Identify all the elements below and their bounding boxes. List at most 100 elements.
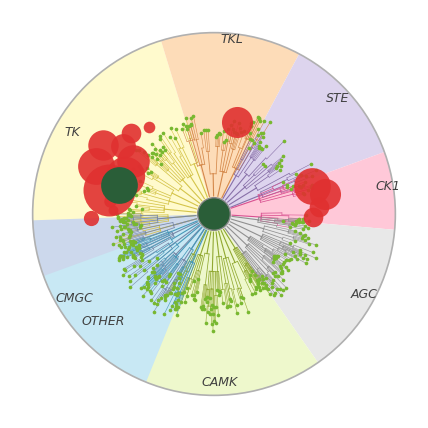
Point — [146, 257, 152, 264]
Point — [128, 228, 135, 235]
Point — [289, 249, 296, 256]
Point — [248, 290, 255, 297]
Point — [187, 122, 194, 129]
Point — [271, 290, 278, 297]
Point — [146, 288, 153, 294]
Point — [256, 286, 263, 293]
Point — [270, 270, 276, 276]
Point — [233, 309, 240, 316]
Point — [313, 167, 320, 174]
Point — [130, 238, 137, 244]
Point — [241, 128, 248, 134]
Point — [299, 232, 306, 239]
Point — [172, 301, 179, 308]
Point — [191, 277, 198, 284]
Point — [171, 306, 178, 313]
Point — [144, 184, 151, 191]
Point — [262, 274, 269, 281]
Point — [305, 235, 312, 242]
Point — [114, 211, 121, 217]
Point — [126, 244, 133, 250]
Point — [201, 306, 208, 312]
Point — [113, 210, 120, 217]
Text: CMGC: CMGC — [55, 291, 93, 305]
Point — [188, 114, 195, 121]
Point — [116, 217, 123, 224]
Point — [149, 269, 156, 276]
Point — [257, 139, 264, 146]
Point — [129, 253, 136, 259]
Point — [255, 276, 262, 283]
Point — [271, 273, 278, 279]
Point — [125, 212, 131, 219]
Point — [130, 254, 137, 261]
Point — [304, 225, 311, 232]
Point — [121, 241, 128, 247]
Point — [172, 303, 179, 310]
Point — [159, 149, 166, 156]
Point — [262, 281, 269, 288]
Point — [190, 291, 197, 298]
Point — [262, 143, 269, 150]
Point — [173, 312, 180, 318]
Point — [216, 288, 223, 294]
Point — [125, 226, 132, 232]
Point — [145, 275, 152, 282]
Point — [270, 277, 276, 284]
Point — [207, 294, 214, 301]
Point — [121, 172, 128, 179]
Point — [184, 292, 190, 299]
Point — [148, 154, 155, 161]
Point — [210, 328, 217, 335]
Point — [125, 187, 132, 193]
Point — [298, 235, 305, 242]
Point — [279, 178, 286, 185]
Point — [161, 276, 168, 283]
Point — [279, 270, 286, 276]
Point — [173, 285, 180, 291]
Point — [118, 197, 125, 204]
Point — [238, 300, 245, 307]
Point — [153, 151, 160, 158]
Point — [117, 253, 124, 260]
Point — [301, 191, 308, 198]
Point — [300, 215, 307, 222]
Point — [179, 120, 186, 127]
Point — [299, 255, 306, 262]
Point — [263, 284, 270, 291]
Point — [292, 219, 299, 226]
Point — [305, 241, 312, 247]
Point — [270, 256, 277, 263]
Point — [125, 246, 131, 253]
Point — [144, 285, 151, 292]
Point — [154, 156, 160, 163]
Point — [131, 254, 138, 261]
Point — [154, 261, 160, 268]
Point — [203, 294, 210, 301]
Point — [118, 237, 125, 244]
Point — [178, 299, 184, 306]
Point — [288, 220, 295, 227]
Point — [215, 311, 222, 318]
Point — [237, 128, 244, 135]
Point — [120, 230, 127, 237]
Point — [179, 125, 186, 132]
Point — [124, 220, 131, 227]
Point — [175, 297, 182, 303]
Point — [126, 212, 133, 219]
Point — [321, 191, 328, 198]
Point — [299, 219, 306, 226]
Point — [187, 121, 194, 128]
Point — [144, 283, 151, 290]
Point — [141, 284, 148, 291]
Point — [115, 213, 122, 220]
Point — [197, 304, 204, 311]
Point — [109, 191, 116, 198]
Point — [299, 226, 306, 232]
Point — [302, 232, 309, 238]
Point — [254, 277, 261, 284]
Point — [136, 178, 143, 184]
Point — [204, 309, 211, 315]
Point — [308, 183, 315, 190]
Point — [309, 173, 315, 180]
